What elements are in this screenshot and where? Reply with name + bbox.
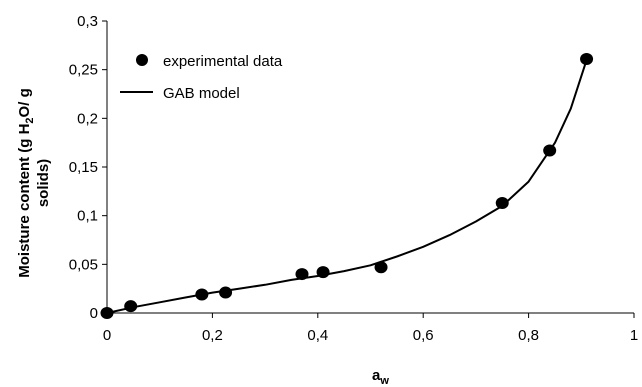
ticks: 0 0,05 0,1 0,15 0,2 0,25 0,3 0 0,2 0,4 0,6 0,8 1 (69, 13, 638, 344)
y-tick-label: 0,25 (69, 62, 98, 79)
experimental-data-point (374, 261, 388, 274)
y-tick-label: 0,15 (69, 159, 98, 176)
legend-marker-experimental-data (136, 54, 148, 66)
y-axis-title-line-1-post: O/ g (16, 88, 33, 117)
experimental-data-point (543, 144, 557, 157)
x-axis-title: aw (372, 367, 389, 387)
legend-label-gab-model: GAB model (163, 85, 240, 102)
y-tick-label: 0,05 (69, 256, 98, 273)
x-tick-label: 0,8 (518, 327, 539, 344)
legend: experimental data GAB model (120, 53, 283, 102)
y-axis-title-line-1: Moisture content (g H2O/ g (16, 88, 36, 277)
experimental-data-point (316, 266, 330, 279)
x-tick-label: 0,4 (307, 327, 328, 344)
gab-model-line (106, 59, 588, 314)
experimental-data-point (219, 286, 233, 299)
y-axis-title-line-2: solids) (35, 159, 52, 207)
marks (100, 52, 594, 319)
x-tick-label: 0,6 (413, 327, 434, 344)
y-tick-label: 0,3 (77, 13, 98, 30)
y-tick-label: 0,1 (77, 208, 98, 225)
y-tick-label: 0,2 (77, 110, 98, 127)
x-tick-label: 0,2 (202, 327, 223, 344)
experimental-data-point (100, 307, 114, 319)
experimental-data-point (124, 300, 138, 313)
y-axis-title-line-1-pre: Moisture content (g H (16, 124, 33, 278)
x-axis-title-main: a (372, 367, 381, 384)
y-tick-label: 0 (90, 305, 98, 322)
experimental-data-point (580, 52, 594, 65)
y-axis-title: Moisture content (g H2O/ g solids) (16, 88, 52, 277)
x-tick-label: 1 (630, 327, 638, 344)
y-axis-title-line-1-sub: 2 (24, 117, 36, 123)
experimental-data-point (195, 288, 209, 301)
legend-label-experimental-data: experimental data (163, 53, 283, 70)
x-tick-label: 0 (103, 327, 111, 344)
experimental-data-point (295, 268, 309, 281)
x-axis-title-sub: w (379, 375, 389, 387)
experimental-data-point (495, 197, 509, 210)
